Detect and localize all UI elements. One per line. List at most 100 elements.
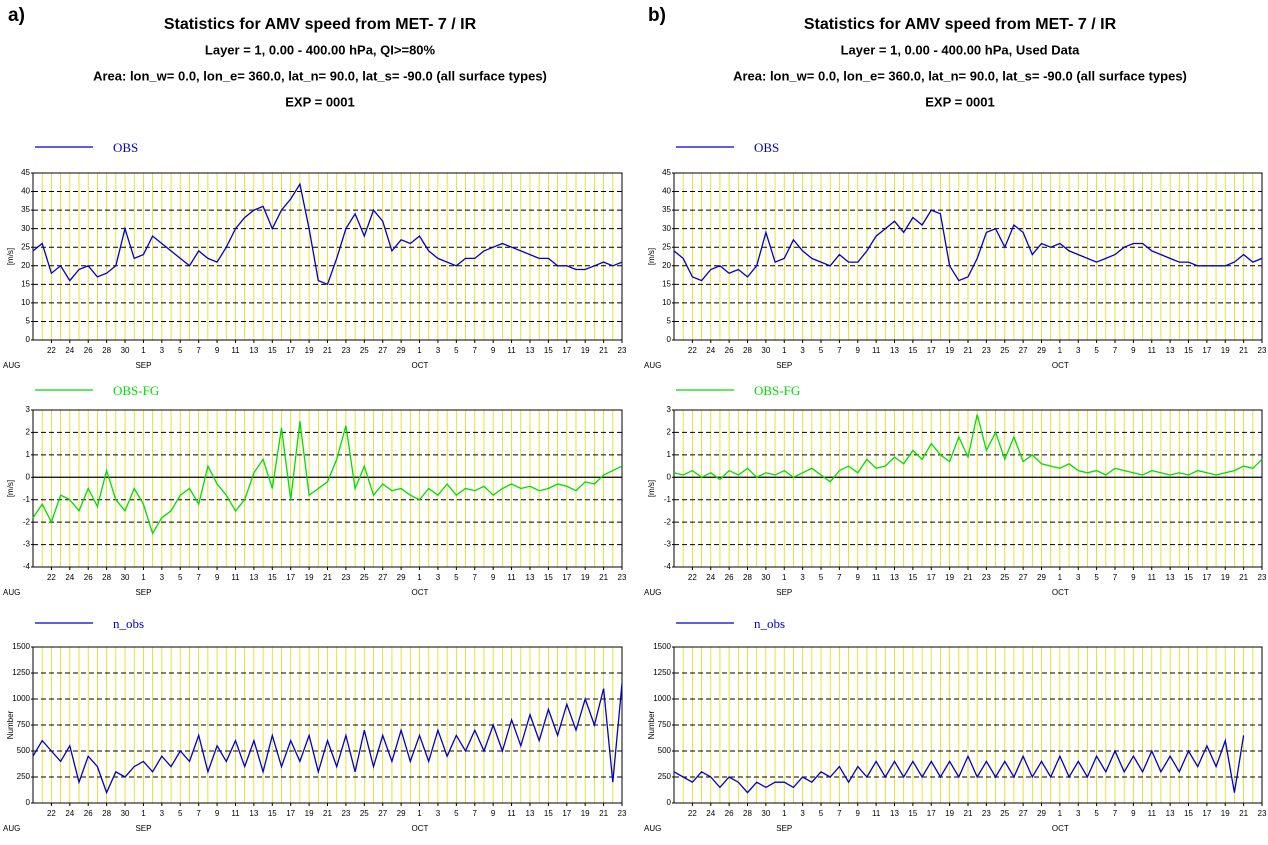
x-tick-label: 3 (436, 346, 441, 355)
x-tick-label: 11 (231, 809, 240, 818)
x-tick-label: 13 (526, 809, 535, 818)
y-tick-label: 35 (21, 205, 30, 214)
x-tick-label: 22 (47, 809, 56, 818)
x-tick-label: 7 (473, 809, 478, 818)
x-tick-label: 7 (837, 573, 842, 582)
exp: EXP = 0001 (925, 94, 995, 109)
x-tick-label: 23 (618, 809, 627, 818)
x-tick-label: 28 (743, 573, 752, 582)
y-tick-label: 30 (662, 224, 671, 233)
x-tick-label: 29 (397, 809, 406, 818)
x-tick-label: 11 (231, 346, 240, 355)
x-tick-label: 25 (1000, 809, 1009, 818)
y-tick-label: -1 (23, 495, 31, 504)
x-tick-label: 21 (1239, 809, 1248, 818)
x-tick-label: 9 (215, 573, 220, 582)
x-tick-label: 9 (215, 346, 220, 355)
y-tick-label: 25 (21, 242, 30, 251)
y-tick-label: 0 (26, 335, 31, 344)
x-tick-label: 11 (231, 573, 240, 582)
x-tick-label: 19 (945, 346, 954, 355)
x-tick-label: 30 (121, 809, 130, 818)
x-tick-label: 9 (856, 809, 861, 818)
x-tick-label: 22 (688, 346, 697, 355)
x-tick-label: 19 (581, 346, 590, 355)
x-tick-label: 13 (526, 346, 535, 355)
x-tick-label: 3 (160, 346, 165, 355)
y-tick-label: 500 (658, 746, 672, 755)
y-tick-label: 25 (662, 242, 671, 251)
x-tick-label: 5 (178, 346, 183, 355)
y-tick-label: -3 (23, 540, 31, 549)
x-tick-label: 7 (837, 809, 842, 818)
chart-title: Statistics for AMV speed from MET- 7 / I… (164, 16, 477, 33)
x-tick-label: 9 (491, 573, 496, 582)
x-tick-label: 7 (837, 346, 842, 355)
x-tick-label: 17 (286, 346, 295, 355)
x-tick-label: 3 (436, 573, 441, 582)
x-tick-label: 11 (872, 346, 881, 355)
x-tick-label: 22 (688, 809, 697, 818)
x-tick-label: 1 (141, 346, 146, 355)
month-label: AUG (3, 588, 20, 597)
x-tick-label: 26 (725, 346, 734, 355)
x-tick-label: 28 (102, 346, 111, 355)
x-tick-label: 19 (945, 573, 954, 582)
x-tick-label: 3 (160, 573, 165, 582)
x-tick-label: 1 (1058, 346, 1063, 355)
x-tick-label: 19 (305, 346, 314, 355)
x-tick-label: 22 (47, 573, 56, 582)
x-tick-label: 25 (1000, 346, 1009, 355)
x-tick-label: 7 (1113, 809, 1118, 818)
x-tick-label: 19 (581, 573, 590, 582)
x-tick-label: 23 (1258, 809, 1267, 818)
x-tick-label: 21 (1239, 573, 1248, 582)
x-tick-label: 7 (473, 346, 478, 355)
x-tick-label: 23 (341, 346, 350, 355)
x-tick-label: 21 (599, 573, 608, 582)
legend-label: OBS-FG (754, 383, 800, 398)
y-tick-label: 1 (667, 450, 672, 459)
legend-label: OBS (113, 140, 138, 155)
x-tick-label: 13 (249, 573, 258, 582)
x-tick-label: 17 (562, 346, 571, 355)
x-tick-label: 11 (872, 809, 881, 818)
y-tick-label: -4 (664, 562, 672, 571)
y-tick-label: 2 (667, 428, 672, 437)
y-tick-label: -2 (664, 517, 672, 526)
month-label: AUG (644, 824, 661, 833)
x-tick-label: 5 (819, 346, 824, 355)
x-tick-label: 23 (341, 809, 350, 818)
x-tick-label: 27 (1019, 809, 1028, 818)
month-label: SEP (135, 361, 151, 370)
area: Area: lon_w= 0.0, lon_e= 360.0, lat_n= 9… (93, 68, 547, 83)
x-tick-label: 21 (964, 346, 973, 355)
subtitle: Layer = 1, 0.00 - 400.00 hPa, Used Data (841, 42, 1081, 57)
y-tick-label: 1250 (12, 668, 30, 677)
x-tick-label: 15 (268, 809, 277, 818)
x-tick-label: 30 (761, 573, 770, 582)
x-tick-label: 11 (507, 809, 516, 818)
x-tick-label: 1 (782, 346, 787, 355)
x-tick-label: 1 (1058, 573, 1063, 582)
x-tick-label: 30 (761, 809, 770, 818)
x-tick-label: 5 (454, 573, 459, 582)
x-tick-label: 24 (65, 573, 74, 582)
x-tick-label: 15 (1184, 573, 1193, 582)
y-tick-label: 0 (26, 472, 31, 481)
x-tick-label: 21 (1239, 346, 1248, 355)
x-tick-label: 17 (1202, 573, 1211, 582)
x-tick-label: 5 (819, 573, 824, 582)
x-tick-label: 17 (927, 346, 936, 355)
x-tick-label: 21 (323, 809, 332, 818)
y-axis-label: [m/s] (6, 480, 15, 497)
y-tick-label: 3 (667, 405, 672, 414)
x-tick-label: 23 (618, 573, 627, 582)
x-tick-label: 5 (819, 809, 824, 818)
series-line (673, 735, 1245, 794)
y-tick-label: 0 (26, 798, 31, 807)
y-tick-label: 3 (26, 405, 31, 414)
x-tick-label: 17 (1202, 809, 1211, 818)
y-tick-label: 10 (21, 298, 30, 307)
x-tick-label: 15 (908, 573, 917, 582)
